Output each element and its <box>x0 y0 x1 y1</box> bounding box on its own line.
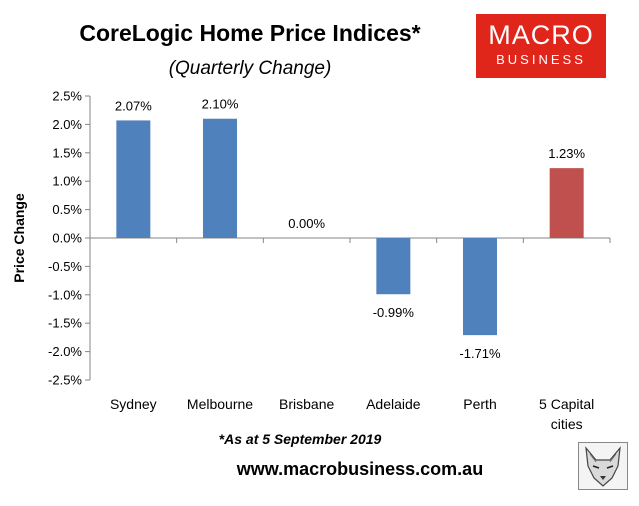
x-tick-label-line: Perth <box>463 396 496 412</box>
y-axis-title: Price Change <box>11 193 27 283</box>
y-tick-label: -0.5% <box>48 259 82 274</box>
bar <box>203 118 237 238</box>
x-tick-label: 5 Capital cities <box>539 396 594 432</box>
wolf-sketch-icon <box>578 442 628 490</box>
x-tick-label: Perth <box>463 396 496 412</box>
x-tick-label: Sydney <box>110 396 157 412</box>
data-label: 0.00% <box>288 216 325 231</box>
y-tick-label: 0.5% <box>52 202 82 217</box>
bar <box>549 168 584 238</box>
y-tick-label: -1.0% <box>48 287 82 302</box>
bar <box>116 120 151 238</box>
bar-chart: 2.5% 2.0% 1.5% 1.0% 0.5% 0.0% -0.5% -1.0% -1.5% -… <box>11 89 611 432</box>
y-tick-label: 2.0% <box>52 117 82 132</box>
footnote: *As at 5 September 2019 <box>218 431 382 447</box>
x-tick-label-line: 5 Capital <box>539 396 594 412</box>
y-tick-label: 2.5% <box>52 89 82 104</box>
macrobusiness-logo: MACRO BUSINESS <box>476 14 606 78</box>
website-url[interactable]: www.macrobusiness.com.au <box>236 459 484 479</box>
y-tick-label: -2.5% <box>48 373 82 388</box>
x-tick-label: Adelaide <box>366 396 421 412</box>
x-tick-label: Brisbane <box>279 396 334 412</box>
bar <box>376 238 411 295</box>
y-tick-label: 1.5% <box>52 145 82 160</box>
x-tick-label: Melbourne <box>187 396 253 412</box>
data-label: -0.99% <box>373 305 415 320</box>
x-tick-label-line: Sydney <box>110 396 157 412</box>
logo-line-1: MACRO <box>488 20 594 50</box>
y-tick-label: 0.0% <box>52 231 82 246</box>
x-tick-label-line: Adelaide <box>366 396 421 412</box>
x-tick-label-line: Brisbane <box>279 396 334 412</box>
data-label: 1.23% <box>548 146 585 161</box>
y-tick-label: -2.0% <box>48 344 82 359</box>
bar <box>463 238 497 336</box>
x-tick-label-line: cities <box>551 416 583 432</box>
data-label: 2.07% <box>115 98 152 113</box>
x-tick-label-line: Melbourne <box>187 396 253 412</box>
logo-line-2: BUSINESS <box>496 52 586 67</box>
chart-subtitle: (Quarterly Change) <box>168 58 332 79</box>
chart-title: CoreLogic Home Price Indices* <box>79 20 421 46</box>
y-tick-label: 1.0% <box>52 174 82 189</box>
data-label: -1.71% <box>459 346 501 361</box>
data-label: 2.10% <box>202 97 239 112</box>
y-tick-label: -1.5% <box>48 316 82 331</box>
